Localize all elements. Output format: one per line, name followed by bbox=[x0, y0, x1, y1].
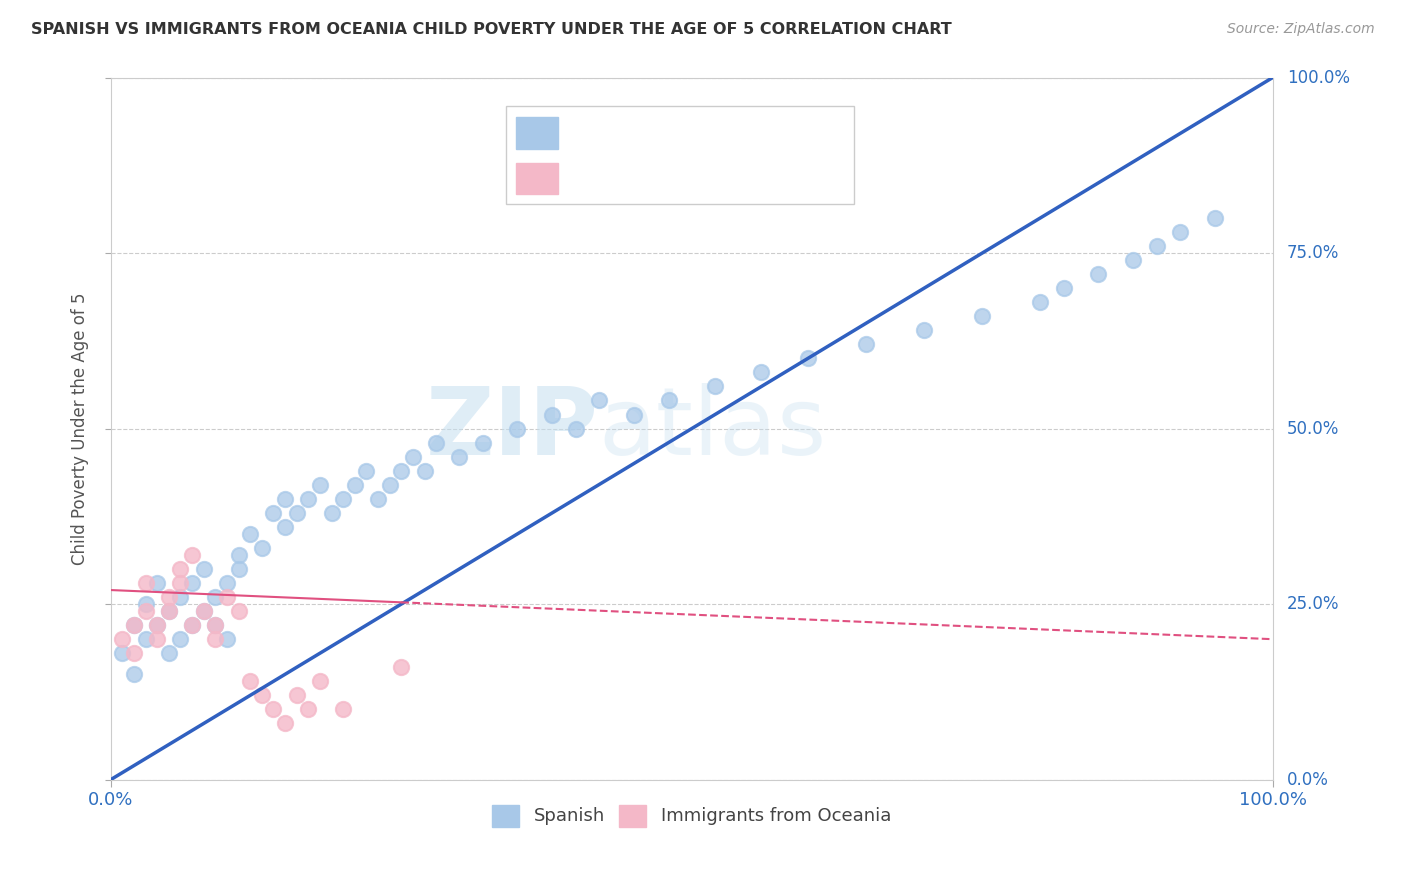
Point bbox=[193, 562, 215, 576]
Point bbox=[378, 477, 401, 491]
Point bbox=[425, 435, 447, 450]
Point bbox=[285, 689, 308, 703]
Point bbox=[135, 576, 157, 591]
Point bbox=[239, 674, 262, 689]
Point bbox=[356, 464, 378, 478]
Point bbox=[402, 450, 425, 464]
Point bbox=[972, 310, 994, 324]
Point bbox=[157, 604, 180, 618]
Point bbox=[274, 491, 297, 506]
Point bbox=[169, 632, 191, 647]
Point bbox=[215, 590, 238, 604]
Point bbox=[204, 618, 226, 632]
Point bbox=[855, 337, 877, 351]
Point bbox=[215, 632, 238, 647]
Point bbox=[506, 421, 529, 435]
Point bbox=[541, 408, 564, 422]
Point bbox=[1029, 295, 1052, 310]
Point bbox=[122, 618, 145, 632]
Point bbox=[588, 393, 610, 408]
Point bbox=[111, 646, 134, 660]
Point bbox=[181, 548, 204, 562]
Point bbox=[262, 506, 284, 520]
Text: 50.0%: 50.0% bbox=[1286, 419, 1339, 438]
Point bbox=[1052, 281, 1074, 295]
Point bbox=[215, 576, 238, 591]
Point bbox=[181, 618, 204, 632]
Point bbox=[169, 562, 191, 576]
Point bbox=[309, 674, 332, 689]
Point bbox=[122, 667, 145, 681]
Point bbox=[912, 323, 935, 337]
Text: SPANISH VS IMMIGRANTS FROM OCEANIA CHILD POVERTY UNDER THE AGE OF 5 CORRELATION : SPANISH VS IMMIGRANTS FROM OCEANIA CHILD… bbox=[31, 22, 952, 37]
Point bbox=[332, 702, 354, 716]
Point bbox=[122, 646, 145, 660]
Text: ZIP: ZIP bbox=[426, 383, 599, 475]
Point bbox=[274, 520, 297, 534]
Point bbox=[413, 464, 436, 478]
Point bbox=[389, 660, 412, 674]
Point bbox=[204, 618, 226, 632]
Point bbox=[1087, 267, 1109, 281]
Point bbox=[135, 597, 157, 611]
Point bbox=[228, 548, 250, 562]
Point bbox=[250, 541, 273, 555]
Point bbox=[157, 590, 180, 604]
Point bbox=[111, 632, 134, 647]
Point bbox=[169, 590, 191, 604]
Point bbox=[204, 590, 226, 604]
Point bbox=[367, 491, 389, 506]
Point bbox=[1122, 253, 1144, 268]
Point bbox=[193, 604, 215, 618]
Point bbox=[135, 604, 157, 618]
Point bbox=[228, 604, 250, 618]
Point bbox=[343, 477, 366, 491]
Point bbox=[157, 646, 180, 660]
Text: atlas: atlas bbox=[599, 383, 827, 475]
Point bbox=[657, 393, 679, 408]
Point bbox=[471, 435, 494, 450]
Point bbox=[169, 576, 191, 591]
Point bbox=[1168, 225, 1191, 239]
Point bbox=[239, 527, 262, 541]
Legend: Spanish, Immigrants from Oceania: Spanish, Immigrants from Oceania bbox=[485, 797, 898, 834]
Point bbox=[309, 477, 332, 491]
Point bbox=[146, 618, 169, 632]
Point bbox=[797, 351, 820, 366]
Point bbox=[297, 702, 319, 716]
Point bbox=[181, 618, 204, 632]
Point bbox=[262, 702, 284, 716]
Point bbox=[332, 491, 354, 506]
Point bbox=[181, 576, 204, 591]
Point bbox=[564, 421, 586, 435]
Y-axis label: Child Poverty Under the Age of 5: Child Poverty Under the Age of 5 bbox=[72, 293, 89, 565]
Point bbox=[122, 618, 145, 632]
Point bbox=[146, 576, 169, 591]
Point bbox=[250, 689, 273, 703]
Point bbox=[449, 450, 471, 464]
Point bbox=[204, 632, 226, 647]
Text: 75.0%: 75.0% bbox=[1286, 244, 1339, 262]
Point bbox=[135, 632, 157, 647]
Text: 100.0%: 100.0% bbox=[1286, 69, 1350, 87]
Point bbox=[751, 365, 773, 379]
Text: Source: ZipAtlas.com: Source: ZipAtlas.com bbox=[1227, 22, 1375, 37]
Point bbox=[1146, 239, 1168, 253]
Point bbox=[146, 618, 169, 632]
Point bbox=[321, 506, 343, 520]
Point bbox=[389, 464, 412, 478]
Text: 0.0%: 0.0% bbox=[1286, 771, 1329, 789]
Point bbox=[623, 408, 645, 422]
Point bbox=[297, 491, 319, 506]
Point bbox=[157, 604, 180, 618]
Point bbox=[704, 379, 727, 393]
Point bbox=[193, 604, 215, 618]
Point bbox=[228, 562, 250, 576]
Point bbox=[285, 506, 308, 520]
Text: 25.0%: 25.0% bbox=[1286, 595, 1339, 613]
Point bbox=[1204, 211, 1226, 225]
Point bbox=[274, 716, 297, 731]
Point bbox=[146, 632, 169, 647]
